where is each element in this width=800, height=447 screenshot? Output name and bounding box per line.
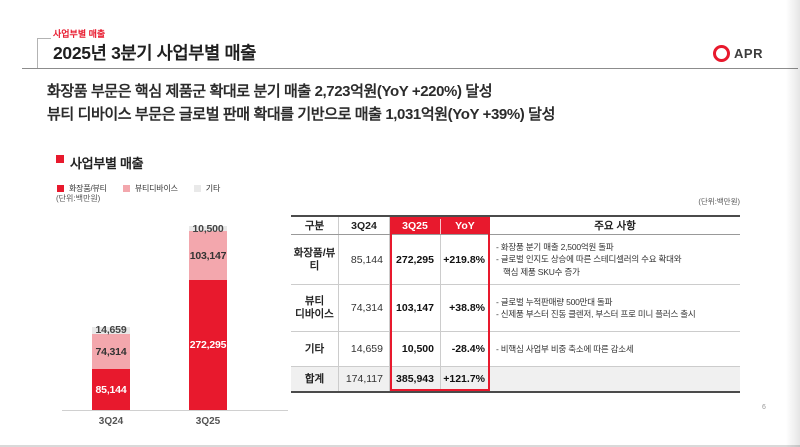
legend-swatch-icon: [122, 185, 130, 192]
bar-value-label: 85,144: [95, 383, 127, 396]
column-header: 3Q24: [339, 217, 390, 234]
legend-item: 화장품/뷰티: [57, 183, 107, 194]
x-axis-label: 3Q25: [195, 416, 221, 427]
segment-name: 뷰티 디바이스: [291, 285, 339, 331]
segment-name: 화장품/뷰티: [291, 235, 339, 284]
value-3q25: 10,500: [390, 332, 441, 366]
legend-label: 화장품/뷰티: [69, 184, 107, 193]
notes-cell: - 비핵심 사업부 비중 축소에 따른 감소세: [490, 332, 740, 366]
note-line: - 글로벌 인지도 상승에 따른 스테디셀러의 수요 확대와: [496, 254, 682, 265]
total-3q24: 174,117: [339, 367, 390, 391]
chart-title: 사업부별 매출: [70, 156, 144, 171]
value-3q25: 272,295: [390, 235, 441, 284]
column-header: 구분: [291, 217, 339, 234]
note-line: - 비핵심 사업부 비중 축소에 따른 감소세: [496, 343, 634, 354]
apr-ring-icon: [713, 45, 731, 62]
header-bracket-vertical: [37, 38, 38, 68]
total-3q25: 385,943: [390, 367, 441, 391]
bar-value-label: 14,659: [95, 324, 127, 337]
table-unit-label: (단위:백만원): [698, 197, 740, 206]
legend-swatch-icon: [57, 185, 64, 192]
value-yoy: +38.8%: [441, 285, 490, 331]
column-header: YoY: [440, 217, 490, 234]
bar-segment: 85,144: [92, 369, 130, 410]
table-header-row: 구분 3Q24 3Q25 YoY 주요 사항: [291, 217, 740, 235]
legend-swatch-icon: [193, 185, 201, 192]
column-header: 주요 사항: [594, 220, 636, 232]
legend-label: 뷰티디바이스: [134, 184, 178, 193]
highlight-line-1: 화장품 부문은 핵심 제품군 확대로 분기 매출 2,723억원(YoY +22…: [47, 83, 493, 100]
table-body: 화장품/뷰티 85,144 272,295 +219.8% - 화장품 분기 매출 2,…: [291, 235, 740, 391]
bar-segment: 103,147: [189, 231, 227, 281]
value-yoy: -28.4%: [441, 332, 490, 366]
total-yoy: +121.7%: [441, 367, 490, 391]
total-notes-cell: [490, 367, 740, 391]
table-row: 기타 14,659 10,500 -28.4% - 비핵심 사업부 비중 축소에 따른 …: [291, 332, 740, 367]
value-3q24: 14,659: [339, 332, 390, 366]
chart-title-bullet: [56, 155, 64, 163]
x-axis-label: 3Q24: [98, 416, 124, 427]
legend-item: 뷰티디바이스: [122, 183, 178, 194]
notes-cell: - 글로벌 누적판매량 500만대 돌파 - 신제품 부스터 진동 클렌저, 부스…: [490, 285, 740, 331]
page-title: 2025년 3분기 사업부별 매출: [53, 43, 257, 63]
table-row: 뷰티 디바이스 74,314 103,147 +38.8% - 글로벌 누적판매량 50…: [291, 285, 740, 332]
stacked-bar-chart: 85,144 74,314 14,659 3Q24 272,295 103,147 10,5…: [62, 210, 288, 427]
page-number: 6: [762, 404, 766, 411]
value-3q25: 103,147: [390, 285, 441, 331]
note-line: - 화장품 분기 매출 2,500억원 돌파: [496, 241, 614, 252]
apr-logo: APR: [713, 45, 763, 62]
chart-legend: 화장품/뷰티 뷰티디바이스 기타: [57, 183, 220, 194]
segment-revenue-table: 구분 3Q24 3Q25 YoY 주요 사항 화장품/뷰티 85,144 272,295 +2…: [291, 215, 740, 393]
bar-value-label: 10,500: [192, 222, 224, 235]
bar-value-label: 103,147: [189, 249, 227, 262]
notes-cell: - 화장품 분기 매출 2,500억원 돌파 - 글로벌 인지도 상승에 따른 스…: [490, 235, 740, 284]
legend-label: 기타: [205, 184, 221, 193]
apr-logo-text: APR: [734, 46, 763, 61]
bar-value-label: 272,295: [189, 339, 227, 352]
section-eyebrow: 사업부별 매출: [53, 29, 106, 39]
segment-name: 기타: [291, 332, 339, 366]
bar-segment: 14,659: [92, 324, 130, 337]
table-row: 화장품/뷰티 85,144 272,295 +219.8% - 화장품 분기 매출 2,…: [291, 235, 740, 285]
column-header: 3Q25: [390, 217, 441, 234]
bar-segment: 272,295: [189, 280, 227, 410]
bar-value-label: 74,314: [95, 345, 127, 358]
value-3q24: 85,144: [339, 235, 390, 284]
chart-unit-label: (단위:백만원): [56, 194, 101, 203]
highlight-line-2: 뷰티 디바이스 부문은 글로벌 판매 확대를 기반으로 매출 1,031억원(Y…: [47, 106, 555, 123]
highlight-statements: 화장품 부문은 핵심 제품군 확대로 분기 매출 2,723억원(YoY +22…: [47, 80, 555, 126]
note-line: - 글로벌 누적판매량 500만대 돌파: [496, 296, 613, 307]
value-3q24: 74,314: [339, 285, 390, 331]
value-yoy: +219.8%: [441, 235, 490, 284]
bar-segment: 10,500: [189, 223, 227, 235]
bar-3Q25: 272,295 103,147 10,500: [189, 223, 227, 410]
header-bracket-horizontal: [37, 38, 51, 39]
bar-3Q24: 85,144 74,314 14,659: [92, 324, 130, 410]
table-total-row: 합계 174,117 385,943 +121.7%: [291, 367, 740, 391]
header-divider: [22, 68, 798, 69]
total-label: 합계: [291, 367, 339, 391]
bar-segment: 74,314: [92, 334, 130, 370]
note-line: 핵심 제품 SKU수 증가: [503, 266, 580, 277]
note-line: - 신제품 부스터 진동 클렌저, 부스터 프로 미니 플러스 출시: [496, 309, 696, 319]
legend-item: 기타: [193, 183, 221, 194]
